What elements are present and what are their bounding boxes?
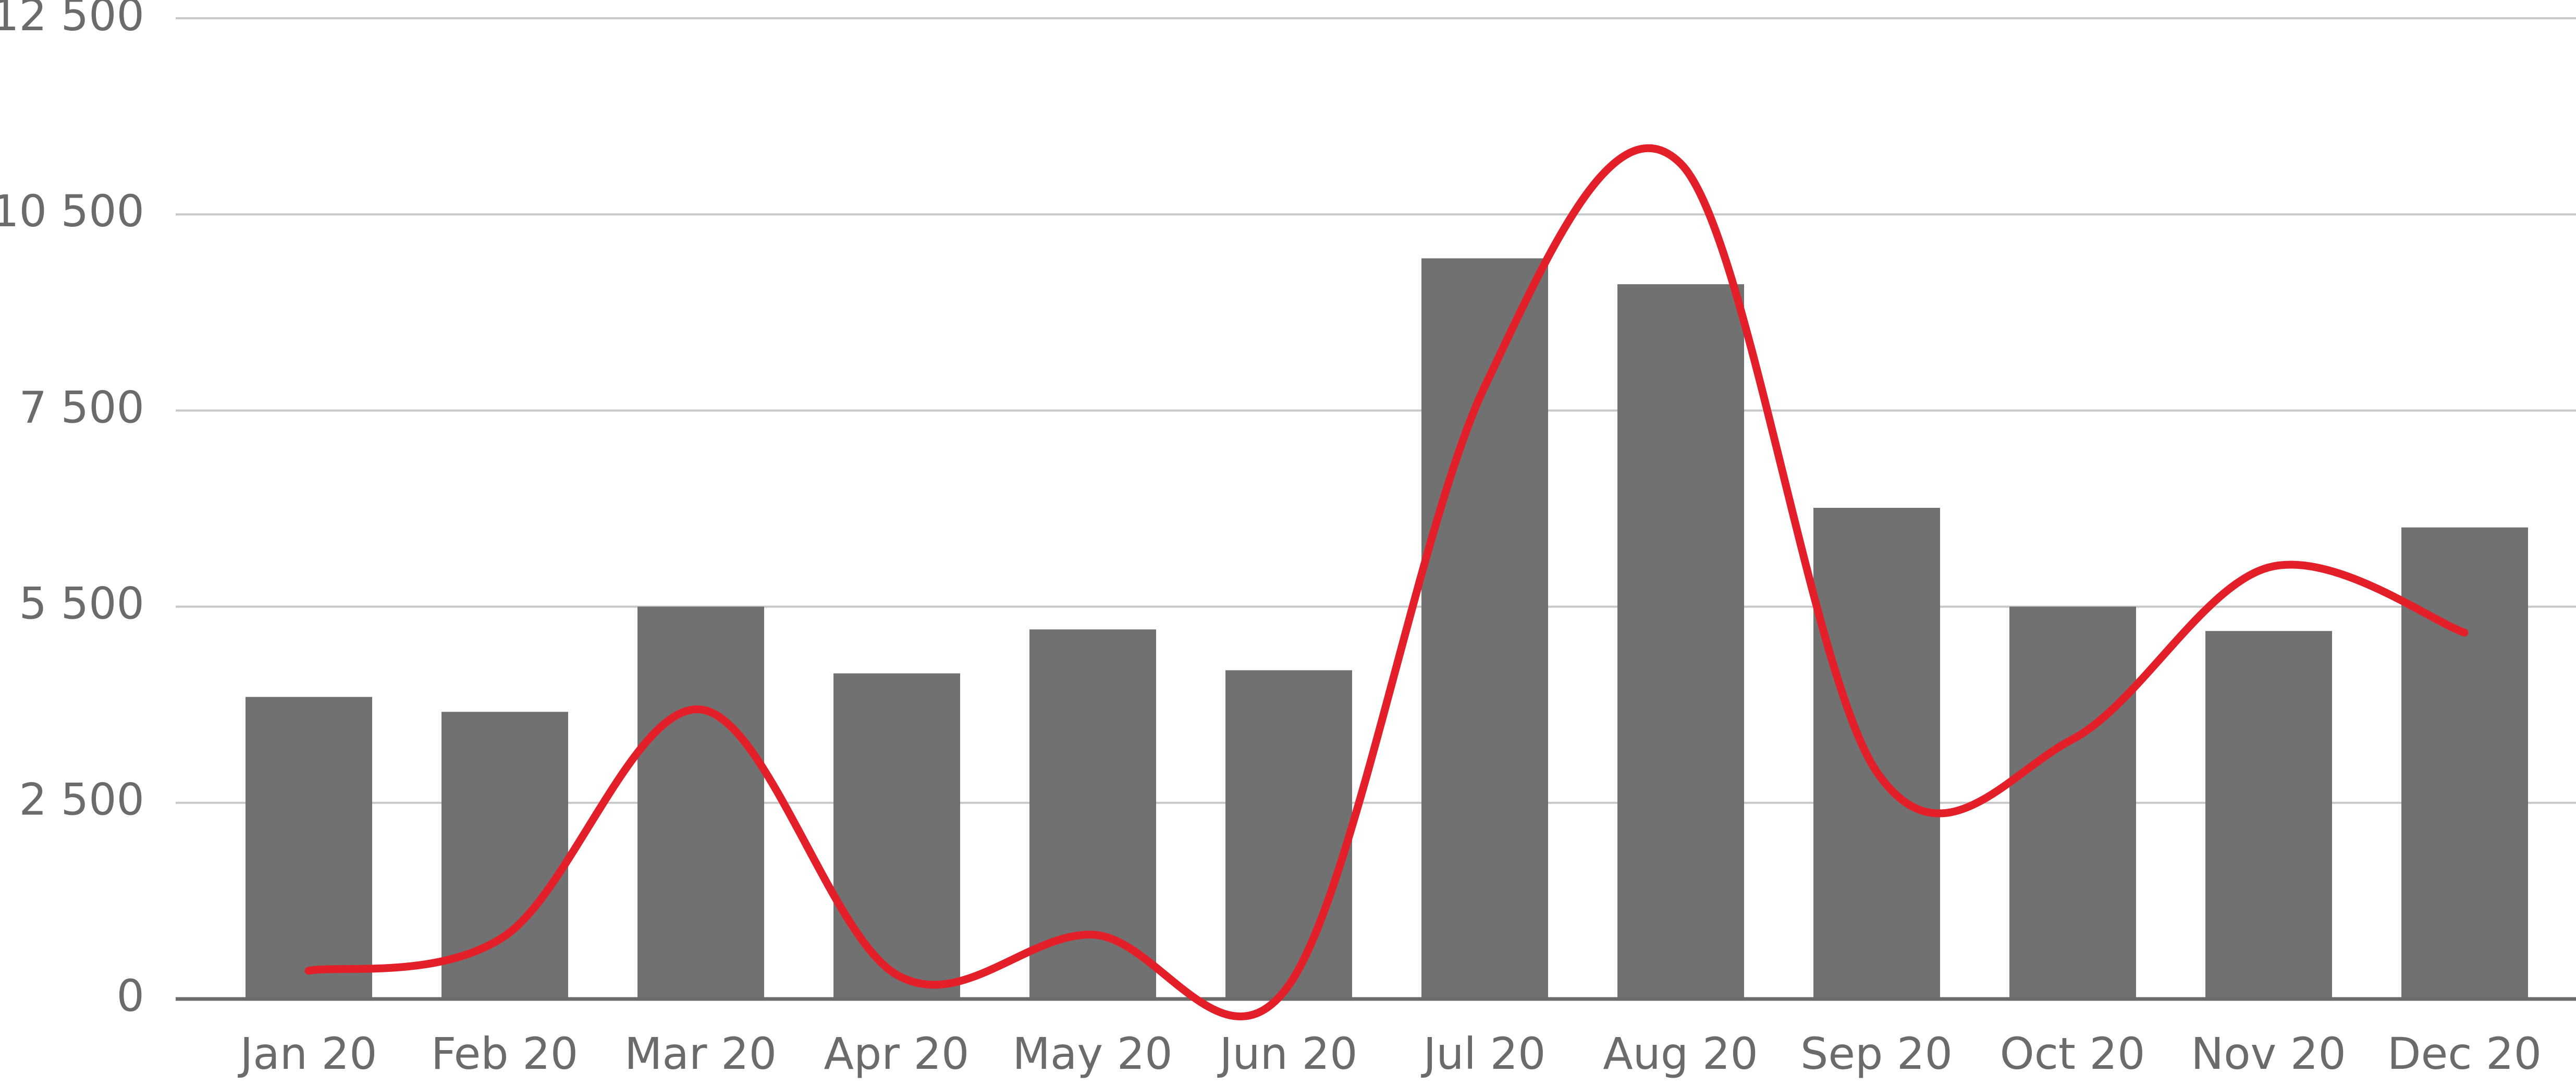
bar [246,697,372,999]
y-tick-label: 2 500 [19,774,144,825]
x-tick-label: Feb 20 [431,1028,578,1079]
x-tick-label: Mar 20 [624,1028,777,1079]
y-tick-label: 5 500 [19,578,144,629]
bar [1813,507,1940,999]
x-tick-label: Jul 20 [1421,1028,1546,1079]
bar [2009,606,2136,999]
x-tick-label: Oct 20 [2000,1028,2145,1079]
bar [441,712,568,999]
x-tick-label: Dec 20 [2387,1028,2542,1079]
bar [833,673,960,999]
bar [2205,631,2332,999]
line [304,144,2469,1020]
x-tick-label: May 20 [1012,1028,1172,1079]
y-tick-label: 0 [117,970,144,1021]
bar [1617,284,1744,999]
x-tick-label: Sep 20 [1800,1028,1953,1079]
y-tick-label: 10 500 [0,186,144,237]
x-tick-label: Nov 20 [2191,1028,2346,1079]
x-tick-label: Jun 20 [1217,1028,1358,1079]
x-tick-label: Aug 20 [1603,1028,1758,1079]
x-tick-label: Jan 20 [237,1028,377,1079]
y-tick-label: 7 500 [19,382,144,433]
bar [2401,527,2528,999]
y-tick-label: 12 500 [0,0,144,41]
bar [1421,258,1548,999]
bar [1225,670,1352,999]
x-tick-label: Apr 20 [824,1028,970,1079]
bar [637,606,764,999]
